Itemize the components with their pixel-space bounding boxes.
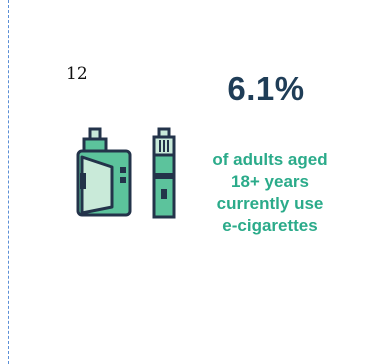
page-number: 12 xyxy=(66,64,88,84)
page-left-border xyxy=(8,0,9,364)
stat-description-line: 18+ years xyxy=(231,172,309,191)
stat-description: of adults aged 18+ years currently use e… xyxy=(206,149,334,237)
stat-description-line: of adults aged xyxy=(212,150,328,169)
stat-description-line: e-cigarettes xyxy=(222,216,318,235)
e-cigarette-icon xyxy=(72,123,192,228)
stat-description-line: currently use xyxy=(216,194,324,213)
stat-value: 6.1% xyxy=(227,70,305,107)
